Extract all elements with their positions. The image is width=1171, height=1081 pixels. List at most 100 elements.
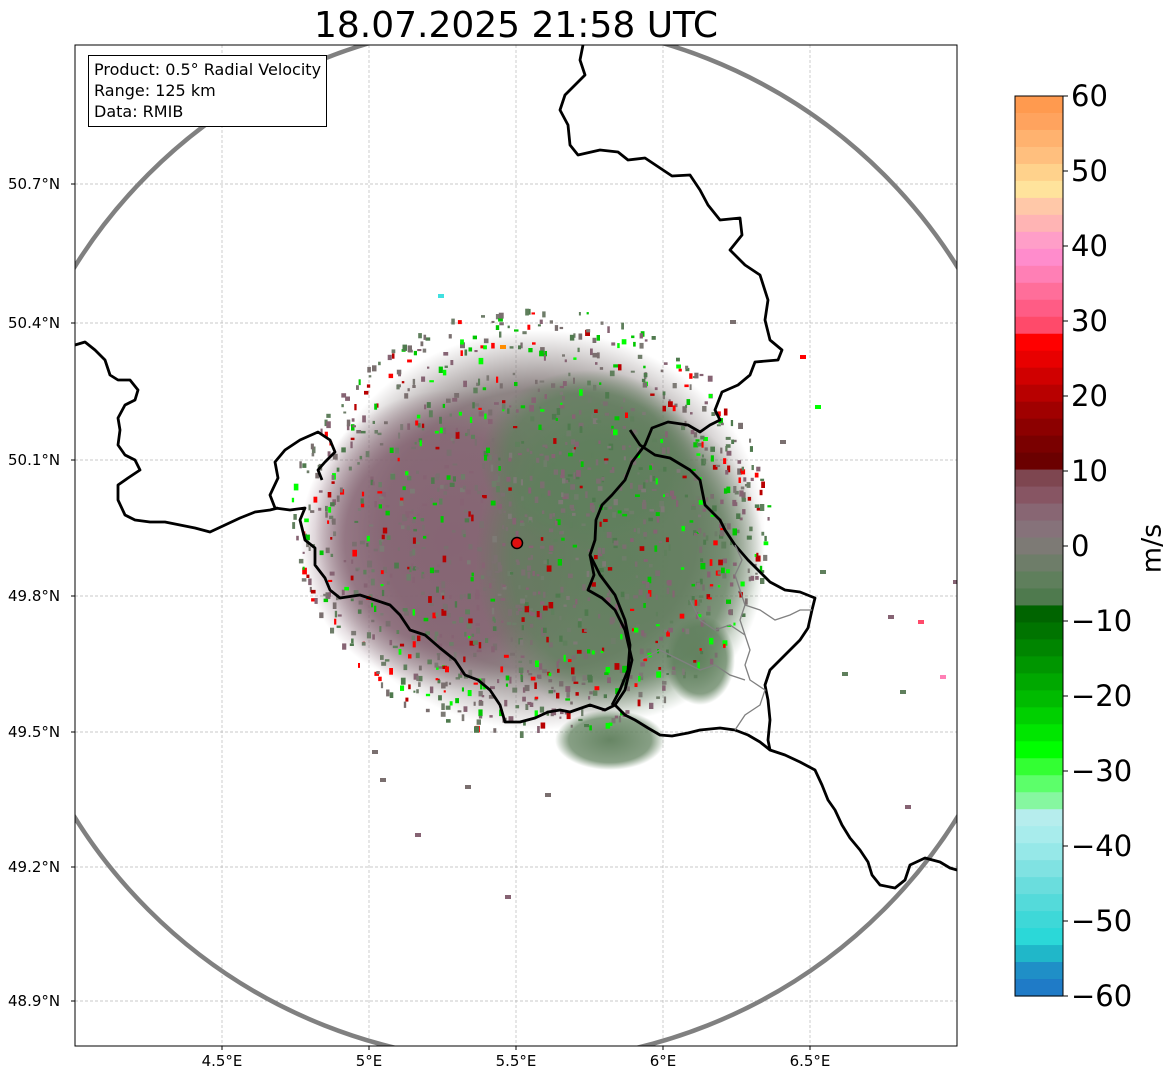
echo-pixel [738, 590, 742, 594]
echo-pixel [429, 686, 434, 694]
echo-pixel [726, 450, 732, 456]
echo-pixel [397, 547, 400, 551]
echo-pixel [429, 567, 434, 574]
echo-pixel [721, 541, 727, 549]
echo-pixel [318, 507, 322, 511]
echo-pixel [699, 373, 704, 377]
echo-pixel [454, 393, 460, 398]
echo-pixel [405, 471, 409, 476]
echo-pixel [581, 709, 584, 717]
echo-pixel [592, 418, 598, 425]
echo-pixel [561, 537, 565, 541]
echo-pixel [518, 605, 524, 608]
echo-pixel [428, 410, 433, 418]
echo-pixel [705, 535, 709, 541]
echo-pixel [478, 715, 483, 719]
echo-pixel [543, 351, 547, 357]
echo-pixel [682, 475, 687, 479]
lon-label: 6.5°E [789, 1052, 831, 1070]
echo-pixel [459, 594, 463, 600]
echo-pixel [587, 467, 592, 470]
echo-pixel [581, 682, 586, 685]
echo-pixel [612, 512, 617, 518]
echo-pixel [691, 583, 695, 587]
echo-pixel [349, 643, 354, 646]
echo-pixel [366, 543, 369, 547]
echo-pixel [614, 715, 619, 719]
echo-pixel [500, 598, 506, 601]
echo-pixel [648, 590, 652, 597]
echo-pixel [482, 495, 487, 499]
echo-pixel [358, 663, 360, 668]
echo-pixel [418, 682, 421, 687]
echo-pixel [448, 334, 452, 339]
echo-pixel [649, 702, 654, 709]
echo-pixel [553, 689, 556, 693]
echo-pixel [370, 578, 375, 586]
echo-pixel [611, 342, 616, 346]
echo-pixel [633, 341, 636, 347]
echo-pixel [491, 342, 495, 349]
echo-pixel [499, 383, 503, 389]
echo-pixel [352, 541, 357, 547]
echo-pixel [366, 632, 371, 639]
echo-pixel [596, 420, 602, 423]
echo-pixel [540, 481, 545, 489]
echo-pixel [418, 675, 423, 682]
echo-pixel [682, 668, 685, 676]
echo-pixel [468, 511, 471, 517]
echo-pixel [336, 467, 340, 472]
echo-pixel [411, 446, 416, 450]
echo-pixel [485, 638, 489, 643]
echo-pixel [576, 470, 581, 477]
echo-pixel [763, 554, 768, 561]
echo-pixel [478, 378, 481, 386]
echo-pixel [581, 523, 586, 527]
echo-pixel [751, 465, 754, 471]
echo-pixel [637, 472, 640, 475]
echo-pixel [544, 455, 549, 461]
echo-pixel [575, 692, 579, 696]
echo-pixel [422, 503, 427, 506]
echo-pixel [492, 616, 495, 622]
echo-pixel [592, 337, 597, 343]
echo-pixel [407, 423, 411, 430]
echo-pixel [726, 599, 731, 604]
echo-pixel [653, 529, 658, 534]
axis-ticks [71, 183, 811, 1050]
echo-pixel [463, 534, 466, 538]
echo-pixel [689, 384, 692, 390]
echo-pixel [473, 701, 476, 706]
echo-pixel [437, 564, 441, 568]
echo-pixel [615, 688, 620, 695]
colorbar-segment [1015, 452, 1063, 471]
echo-pixel [621, 556, 627, 561]
echo-pixel [483, 450, 489, 457]
echo-pixel [542, 510, 545, 514]
echo-pixel [566, 595, 570, 600]
echo-pixel [491, 438, 495, 442]
echo-pixel [413, 517, 416, 520]
echo-pixel [953, 580, 957, 584]
echo-pixel [514, 329, 519, 332]
echo-pixel [325, 505, 328, 512]
echo-pixel [654, 545, 658, 552]
echo-pixel [749, 438, 752, 443]
echo-pixel [634, 561, 638, 567]
echo-pixel [363, 569, 367, 575]
echo-pixel [460, 339, 464, 345]
echo-pixel [419, 440, 422, 447]
echo-pixel [505, 895, 511, 899]
echo-pixel [492, 536, 497, 543]
echo-pixel [557, 658, 561, 663]
echo-pixel [371, 602, 374, 608]
echo-pixel [334, 610, 338, 618]
echo-pixel [374, 501, 377, 508]
echo-pixel [432, 612, 437, 619]
echo-pixel [407, 345, 412, 353]
echo-pixel [420, 518, 425, 522]
echo-pixel [599, 367, 604, 370]
echo-pixel [704, 447, 708, 451]
echo-pixel [741, 613, 746, 617]
echo-pixel [332, 499, 336, 506]
